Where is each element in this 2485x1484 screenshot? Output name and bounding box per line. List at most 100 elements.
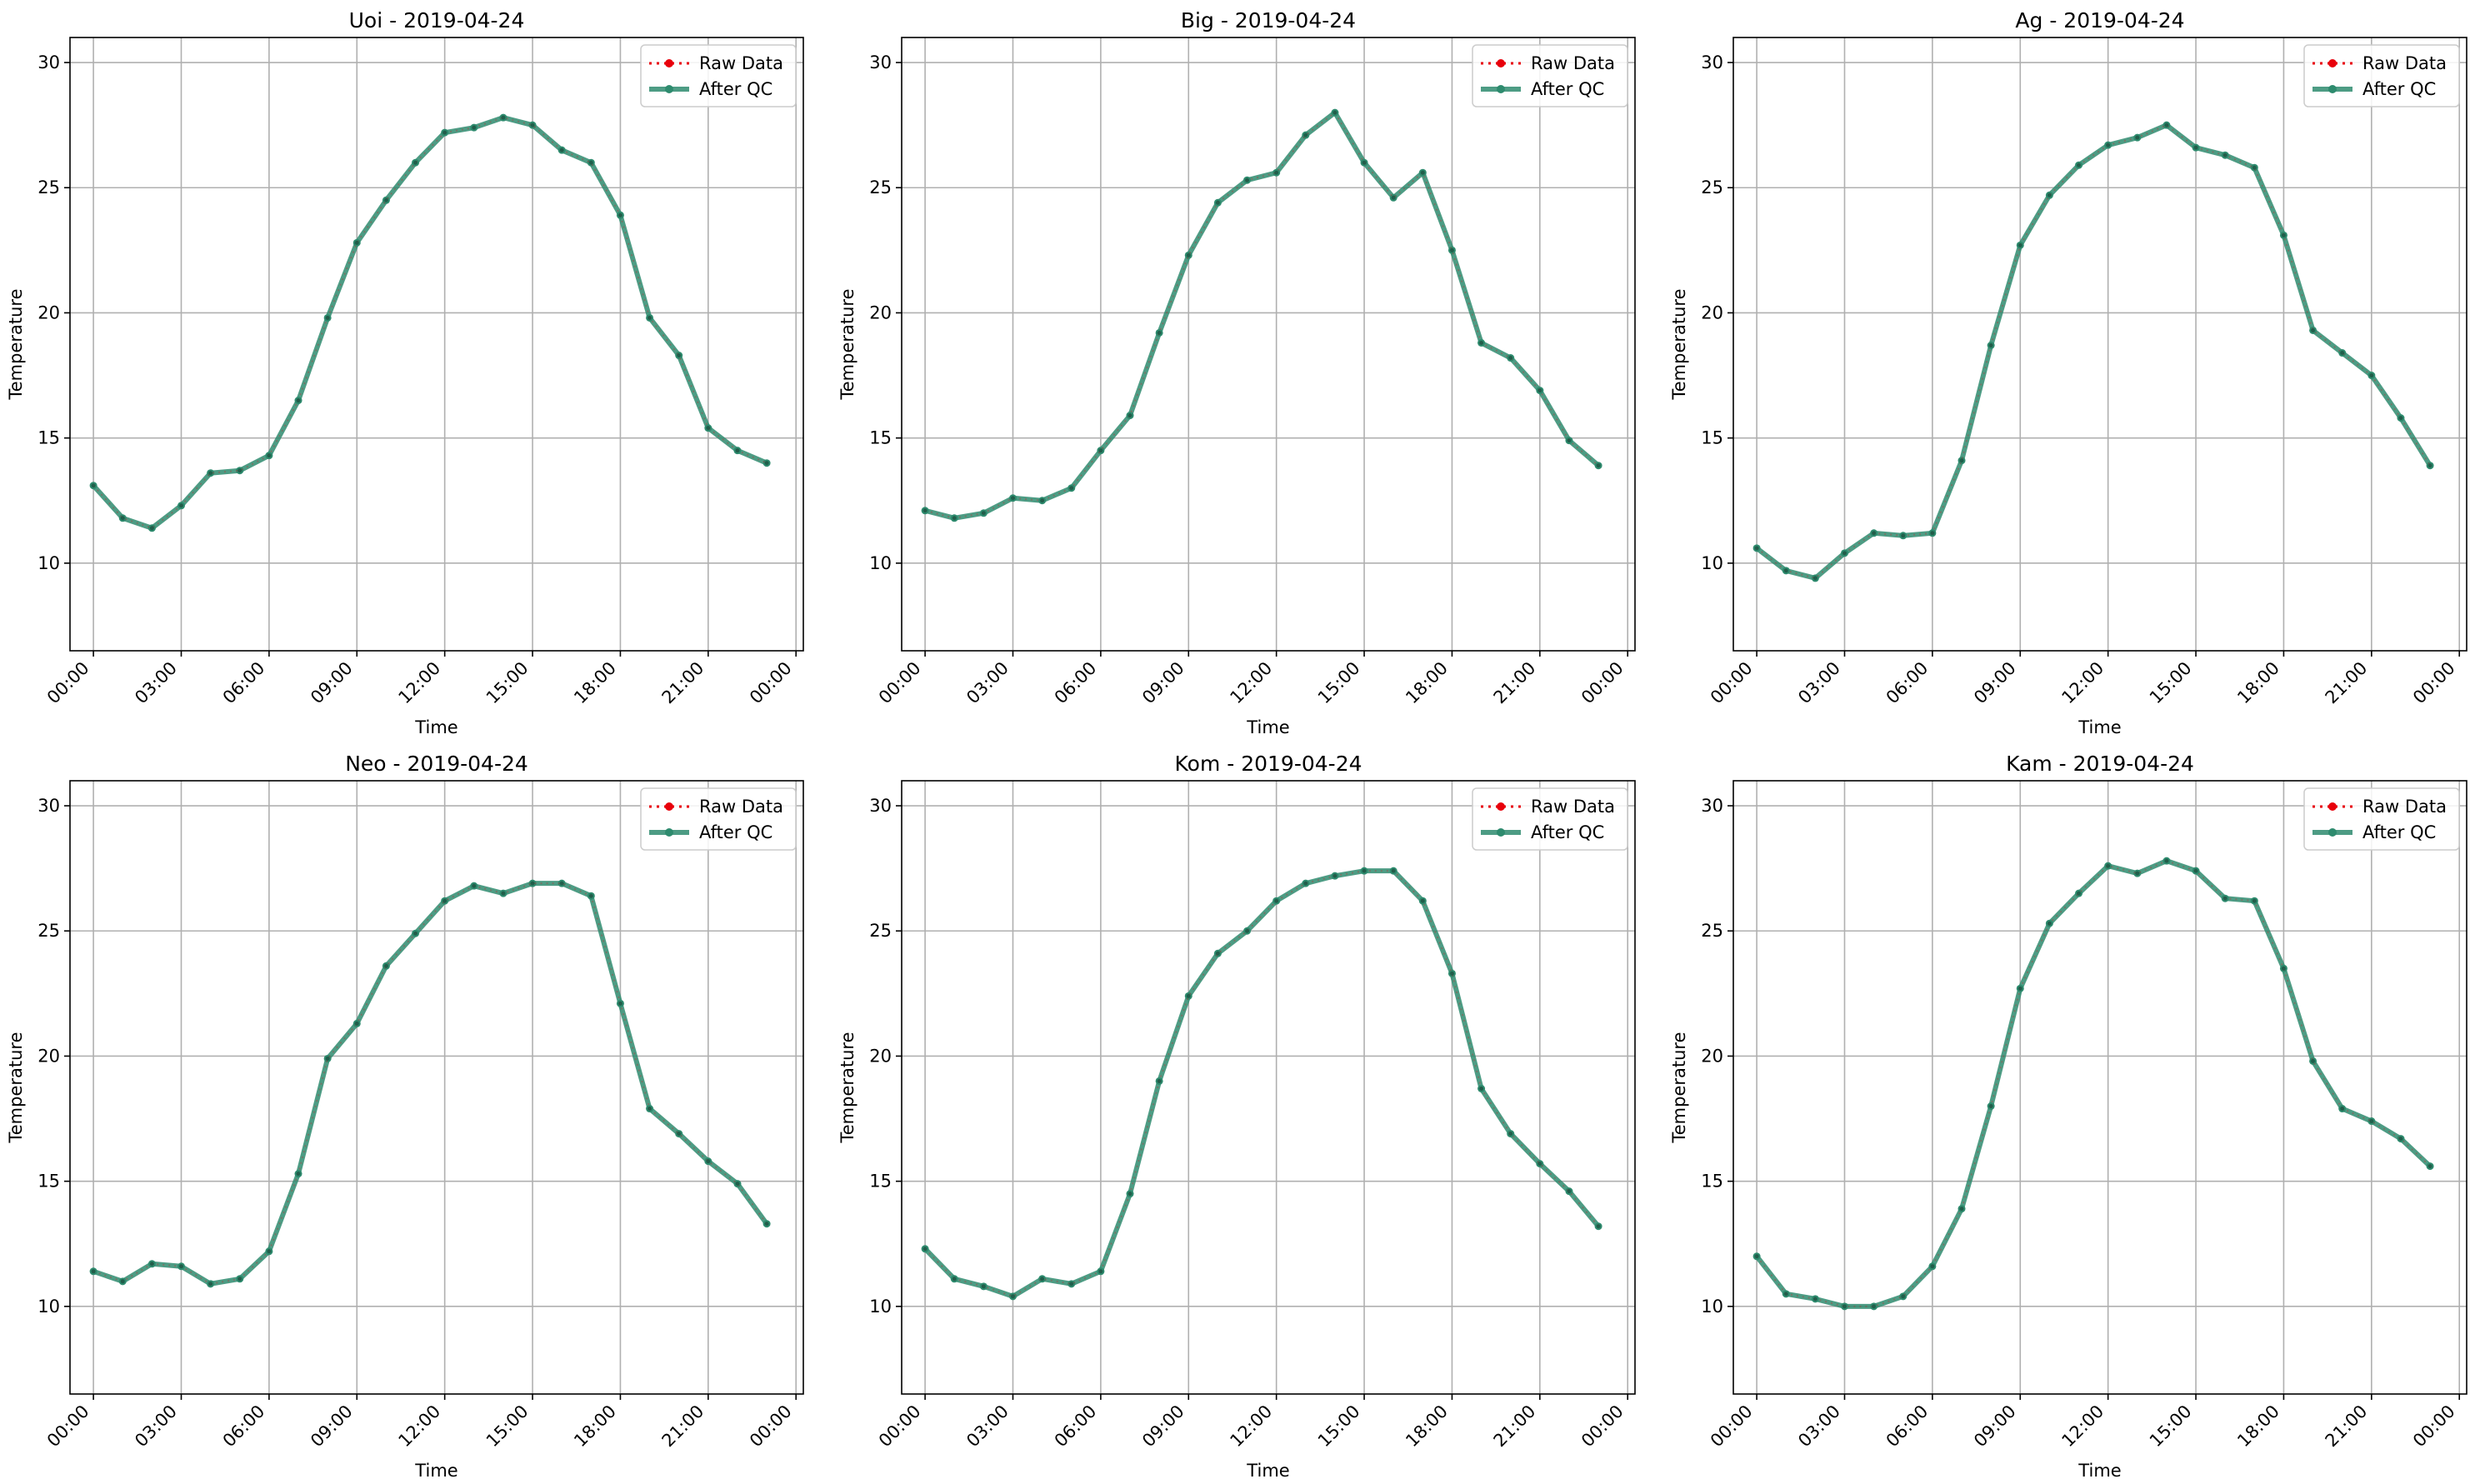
raw-data-point (764, 461, 769, 466)
raw-data-point (2252, 898, 2257, 903)
y-axis-label: Temperature (6, 1032, 26, 1143)
raw-data-point (2018, 986, 2022, 991)
raw-data-point (735, 448, 740, 453)
x-tick-label: 00:00 (2409, 1402, 2459, 1452)
y-tick-label: 10 (38, 553, 60, 573)
raw-data-point (2398, 416, 2403, 421)
x-axis-label: Time (414, 1461, 458, 1481)
y-axis-label: Temperature (1669, 288, 1689, 400)
raw-data-point (267, 1249, 272, 1254)
raw-data-point (1391, 195, 1396, 200)
y-tick-label: 30 (38, 52, 60, 72)
after-qc-line (91, 881, 770, 1287)
raw-data-point (442, 130, 448, 135)
raw-data-point (472, 883, 477, 888)
chart-title: Ag - 2019-04-24 (2015, 8, 2184, 32)
x-tick-label: 12:00 (1226, 658, 1276, 708)
chart-title: Kam - 2019-04-24 (2006, 752, 2194, 776)
raw-data-point (325, 315, 330, 320)
y-tick-label: 25 (38, 177, 60, 197)
raw-data-point (922, 508, 928, 513)
raw-data-point (1930, 531, 1935, 536)
raw-data-point (2369, 373, 2374, 378)
y-tick-label: 25 (1701, 177, 1723, 197)
raw-data-point (1930, 1264, 1935, 1269)
raw-data-point (648, 1107, 652, 1112)
chart-title: Kom - 2019-04-24 (1175, 752, 1362, 776)
raw-data-point (559, 147, 564, 152)
x-tick-label: 21:00 (2322, 1402, 2372, 1452)
legend-qc-marker (1497, 85, 1505, 93)
raw-data-point (706, 426, 711, 431)
x-tick-label: 00:00 (1578, 658, 1628, 708)
raw-data-point (2164, 858, 2169, 863)
x-tick-label: 21:00 (2322, 658, 2372, 708)
y-tick-label: 20 (1701, 302, 1723, 322)
x-tick-label: 03:00 (962, 658, 1012, 708)
raw-data-point (1872, 1304, 1877, 1309)
x-tick-label: 21:00 (658, 1402, 708, 1452)
x-tick-label: 03:00 (1794, 1402, 1844, 1452)
x-tick-label: 18:00 (2233, 658, 2283, 708)
raw-data-point (1186, 993, 1191, 998)
axes-frame (1732, 37, 2468, 652)
x-tick-label: 15:00 (1314, 1402, 1364, 1452)
y-tick-label: 10 (38, 1297, 60, 1317)
legend-raw-label: Raw Data (699, 797, 783, 817)
legend-qc-marker (665, 85, 673, 93)
raw-data-point (922, 1247, 928, 1252)
legend-qc-label: After QC (1531, 79, 1604, 99)
raw-data-point (501, 115, 506, 120)
legend: Raw Data After QC (640, 44, 797, 107)
after-qc-line (91, 115, 770, 531)
axes-frame (69, 780, 804, 1395)
raw-data-point (1420, 170, 1425, 175)
raw-data-point (2077, 162, 2082, 167)
raw-data-point (677, 1132, 682, 1137)
raw-data-point (1040, 1277, 1045, 1282)
raw-data-point (677, 353, 682, 358)
raw-data-point (588, 160, 593, 165)
raw-data-point (2106, 142, 2111, 147)
legend-raw-label: Raw Data (1531, 797, 1615, 817)
raw-data-point (2222, 152, 2228, 157)
raw-data-point (1988, 343, 1993, 348)
raw-data-point (2164, 122, 2169, 127)
raw-data-point (1567, 438, 1572, 443)
raw-data-point (952, 1277, 957, 1282)
x-tick-label: 03:00 (131, 1402, 181, 1452)
raw-data-point (648, 315, 652, 320)
raw-data-point (472, 125, 477, 130)
raw-data-point (1069, 486, 1074, 491)
legend-raw-marker (2328, 802, 2337, 811)
legend-qc-marker (1497, 828, 1505, 837)
raw-data-point (1449, 971, 1454, 976)
raw-data-point (2047, 921, 2052, 926)
legend-raw-marker (665, 802, 673, 811)
x-tick-label: 12:00 (2058, 658, 2108, 708)
raw-data-point (149, 526, 154, 531)
y-tick-label: 15 (1701, 428, 1723, 448)
x-tick-label: 18:00 (2233, 1402, 2283, 1452)
raw-data-point (1596, 1224, 1601, 1229)
legend-qc-label: After QC (1531, 822, 1604, 842)
x-tick-label: 06:00 (1051, 1402, 1101, 1452)
y-axis-label: Temperature (6, 288, 26, 400)
raw-data-point (1215, 951, 1220, 956)
raw-data-point (1901, 533, 1906, 538)
axes-frame (69, 37, 804, 652)
raw-data-point (735, 1182, 740, 1187)
raw-data-point (1098, 1269, 1103, 1274)
raw-data-point (2018, 242, 2022, 247)
raw-data-point (413, 931, 418, 936)
raw-data-point (618, 1001, 622, 1006)
x-tick-label: 00:00 (875, 1402, 925, 1452)
x-tick-label: 18:00 (1402, 658, 1452, 708)
y-tick-label: 20 (38, 302, 60, 322)
x-tick-label: 00:00 (875, 658, 925, 708)
x-tick-label: 00:00 (746, 658, 796, 708)
after-qc-line (922, 868, 1602, 1299)
raw-data-point (1274, 170, 1279, 175)
x-tick-label: 06:00 (1051, 658, 1101, 708)
